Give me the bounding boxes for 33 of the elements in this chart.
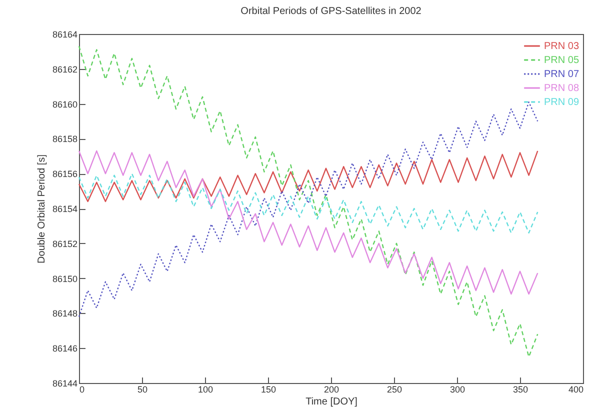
y-tick-label: 86146: [52, 344, 78, 354]
x-axis-title: Time [DOY]: [306, 396, 358, 408]
x-tick-label: 200: [324, 384, 340, 394]
y-tick-label: 86152: [52, 238, 78, 249]
y-axis-title: Double Orbital Period [s]: [36, 154, 48, 264]
legend-label: PRN 05: [544, 55, 580, 66]
x-tick-label: 250: [386, 384, 402, 394]
x-tick-label: 50: [137, 384, 148, 394]
line-series: [78, 150, 538, 202]
chart-title: Orbital Periods of GPS-Satellites in 2002: [240, 6, 422, 17]
line-series: [78, 101, 538, 318]
x-tick-label: 150: [260, 384, 276, 394]
x-tick-label: 100: [198, 384, 214, 394]
legend-label: PRN 09: [544, 97, 580, 108]
y-tick-label: 86160: [52, 99, 78, 110]
y-tick-label: 86154: [52, 204, 78, 214]
y-tick-label: 86162: [52, 64, 78, 74]
line-series: [78, 173, 538, 234]
line-series: [78, 150, 538, 295]
line-series: [78, 46, 538, 358]
x-tick-label: 300: [450, 384, 466, 394]
legend-label: PRN 07: [544, 69, 580, 80]
y-tick-label: 86164: [52, 30, 78, 40]
x-tick-label: 0: [80, 384, 85, 394]
y-tick-label: 86144: [52, 378, 78, 388]
y-tick-label: 86156: [52, 169, 78, 180]
y-tick-label: 86150: [52, 274, 78, 284]
y-tick-label: 86158: [52, 134, 78, 144]
x-tick-label: 400: [568, 384, 584, 394]
legend-label: PRN 03: [544, 41, 580, 52]
x-tick-label: 350: [512, 384, 528, 394]
legend-label: PRN 08: [544, 83, 580, 94]
y-tick-label: 86148: [52, 308, 78, 319]
